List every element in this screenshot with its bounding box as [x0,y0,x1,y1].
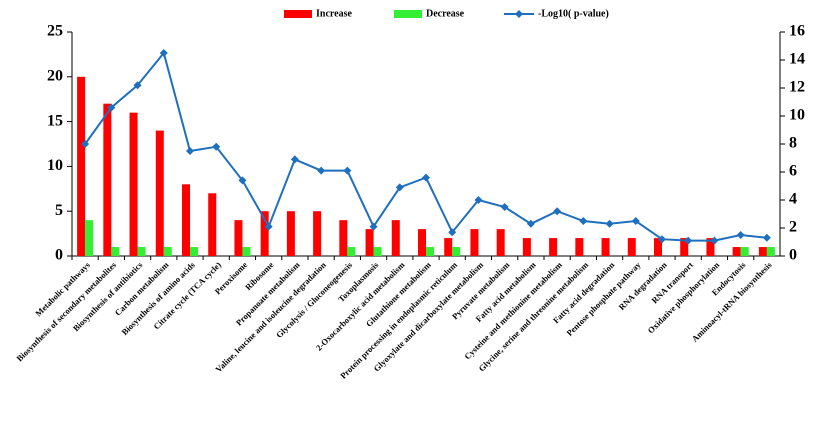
legend-label: Decrease [426,8,465,19]
marker [212,142,221,151]
marker [422,173,430,182]
bar [654,238,662,256]
marker [343,166,352,175]
bar [103,103,112,257]
marker [395,183,404,192]
bar [740,247,749,256]
marker [186,147,194,155]
marker [553,207,562,216]
marker [290,155,299,164]
y2-tick-label: 12 [789,79,805,96]
bar [496,229,505,256]
marker [710,236,719,245]
bar [155,130,164,256]
bar [339,220,348,256]
x-tick-label: Cysteine and methionine metabolism [462,260,564,362]
bar [208,193,217,256]
y2-tick-label: 0 [789,247,797,264]
bar [680,238,689,256]
bar [129,112,138,256]
marker [684,236,693,245]
y2-tick-label: 4 [789,191,797,208]
y-tick-label: 20 [47,67,63,84]
legend-item: Decrease [394,8,465,19]
marker [526,219,535,228]
marker [159,49,168,57]
bar [766,247,775,256]
bar [77,76,86,256]
y2-tick-label: 10 [789,107,805,124]
bar [373,247,382,256]
marker [238,176,247,185]
y2-tick-label: 14 [789,51,805,68]
y-tick-label: 10 [47,157,63,174]
bar [111,247,120,256]
marker [579,217,588,225]
y2-tick-label: 2 [789,219,797,236]
y2-tick-label: 16 [789,23,805,40]
bar [163,247,172,256]
marker [631,217,640,225]
bar [706,238,715,256]
legend-swatch [284,10,312,18]
marker [658,235,666,244]
legend-label: Increase [316,8,352,19]
bar [234,220,243,256]
bar [758,247,767,256]
bar [732,247,741,256]
bar [313,211,322,256]
marker [107,103,116,112]
bar [444,238,453,256]
legend-marker [515,10,523,18]
bar [627,238,636,256]
legend-label: -Log10( p-value) [538,8,609,19]
marker [500,203,509,211]
y2-tick-label: 8 [789,135,797,152]
y2-tick-label: 6 [789,163,797,180]
marker [736,231,745,239]
marker [133,81,142,90]
y-tick-label: 0 [55,247,63,264]
marker [81,140,90,148]
bar [418,229,426,256]
bar [190,247,198,256]
bar [182,184,190,256]
bar [522,238,531,256]
legend-swatch [394,10,422,18]
bar [601,238,610,256]
marker [762,233,771,242]
bar [365,229,374,256]
bar [549,238,558,256]
marker [448,228,457,237]
marker [605,219,614,228]
bar [575,238,584,256]
bar [391,220,400,256]
legend-item: -Log10( p-value) [504,8,609,19]
bar [286,211,295,256]
bar [452,247,461,256]
bar [470,229,479,256]
y-tick-label: 25 [47,23,63,40]
bar [426,247,434,256]
legend-item: Increase [284,8,352,19]
bar [347,247,356,256]
x-tick-label: Biosynthesis of secondary metabolites [14,259,118,363]
bar [242,247,251,256]
bar [85,220,94,256]
y-tick-label: 15 [47,112,63,129]
marker [317,166,326,175]
y-tick-label: 5 [55,202,63,219]
bar [260,211,269,256]
marker [369,222,378,231]
marker [474,196,483,204]
marker [264,222,273,231]
bar [137,247,146,256]
